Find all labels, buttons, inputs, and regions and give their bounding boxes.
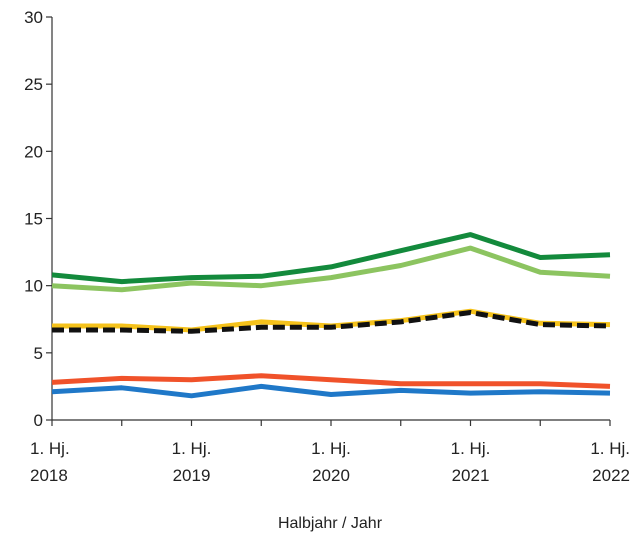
- series-line-6: [51, 383, 611, 399]
- y-tick-label: 25: [24, 75, 43, 94]
- x-tick-label-line1: 1. Hj.: [451, 439, 491, 458]
- x-tick-label-line2: 2022: [592, 466, 630, 485]
- series-line-5: [51, 373, 611, 389]
- series-line-2: [52, 310, 611, 334]
- y-tick-label: 5: [34, 344, 43, 363]
- y-tick-label: 15: [24, 210, 43, 229]
- x-tick-labels: 1. Hj. 2018 1. Hj. 2019 1. Hj. 2020 1. Hj. 2021…: [30, 439, 630, 485]
- x-tick-label-line1: 1. Hj.: [30, 439, 70, 458]
- axes: [46, 16, 611, 426]
- x-tick-label-line1: 1. Hj.: [590, 439, 630, 458]
- y-tick-label: 30: [24, 8, 43, 27]
- x-tick-label-line2: 2020: [312, 466, 350, 485]
- x-axis-title: Halbjahr / Jahr: [278, 515, 383, 532]
- x-tick-label-line1: 1. Hj.: [172, 439, 212, 458]
- series-line-3: [51, 245, 611, 293]
- y-tick-labels: 0 5 10 15 20 25 30: [24, 8, 43, 430]
- y-tick-label: 20: [24, 142, 43, 161]
- y-tick-label: 0: [34, 411, 43, 430]
- series-lines: [51, 232, 611, 399]
- x-tick-label-line2: 2019: [173, 466, 211, 485]
- y-tick-label: 10: [24, 277, 43, 296]
- x-tick-label-line2: 2021: [452, 466, 490, 485]
- series-line-4: [51, 232, 611, 285]
- x-tick-label-line2: 2018: [30, 466, 68, 485]
- x-tick-label-line1: 1. Hj.: [311, 439, 351, 458]
